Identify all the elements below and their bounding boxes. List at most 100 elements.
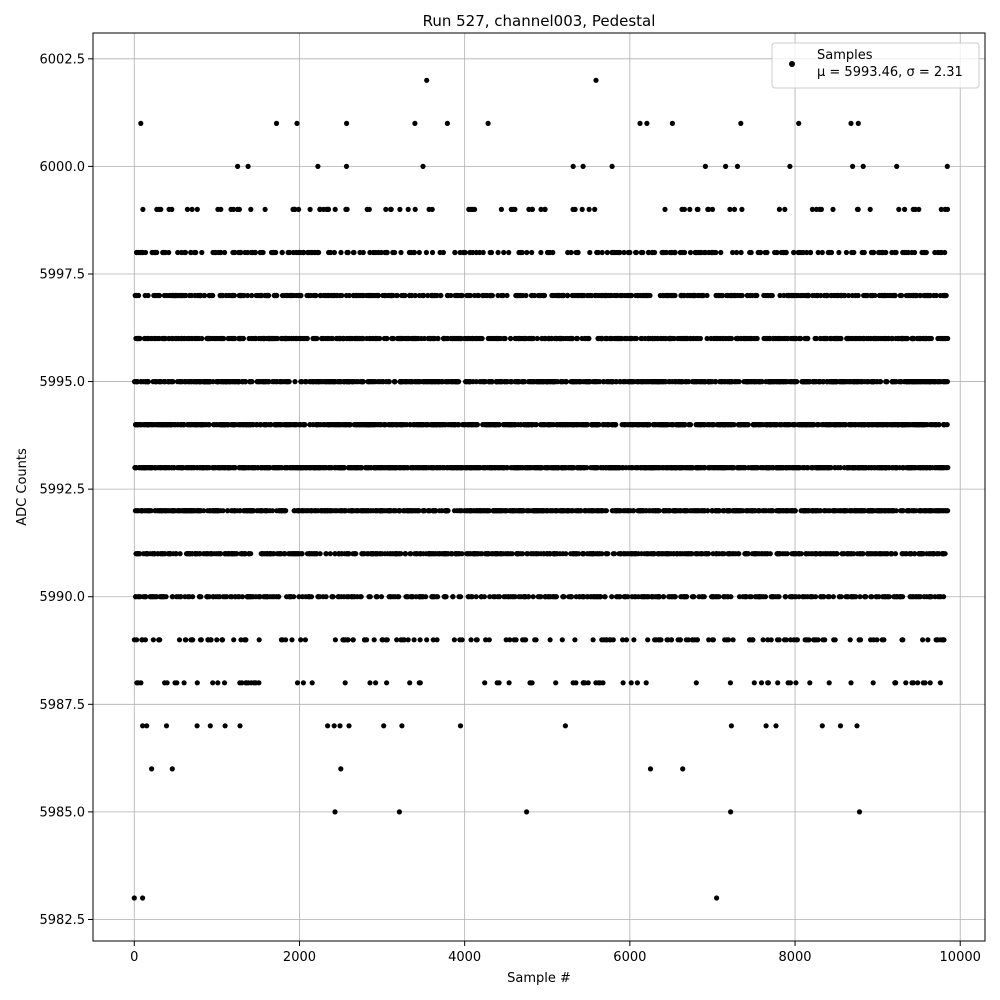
data-point (135, 551, 141, 557)
data-point (269, 594, 275, 600)
data-point (526, 594, 532, 600)
data-point (701, 508, 708, 514)
data-point (497, 551, 503, 557)
data-point (525, 551, 531, 557)
data-point (532, 637, 538, 643)
data-point (620, 637, 626, 643)
data-point (910, 465, 916, 471)
data-point (676, 465, 683, 471)
data-point (559, 637, 565, 643)
data-point (857, 508, 863, 514)
data-point (892, 680, 898, 686)
data-point (193, 422, 199, 428)
data-point (450, 465, 456, 471)
data-point (457, 637, 463, 643)
data-point (897, 594, 903, 600)
data-point (943, 465, 949, 471)
data-point (292, 379, 298, 385)
data-point (879, 465, 885, 471)
data-point (336, 594, 342, 600)
data-point (141, 465, 147, 471)
data-point (450, 422, 456, 428)
data-point (857, 594, 863, 600)
data-point (132, 508, 138, 514)
data-point (939, 551, 945, 557)
data-point (456, 465, 462, 471)
data-point (350, 637, 356, 643)
data-point (487, 594, 493, 600)
data-point (910, 379, 916, 385)
data-point (651, 465, 657, 471)
data-point (451, 508, 458, 514)
data-point (308, 594, 315, 600)
data-point (293, 551, 300, 557)
data-point (748, 465, 754, 471)
data-point (138, 508, 145, 514)
data-point (149, 465, 155, 471)
data-point (780, 465, 787, 471)
data-point (743, 422, 749, 428)
data-point (580, 594, 587, 600)
data-point (678, 508, 684, 514)
data-point (858, 379, 864, 385)
data-point (899, 637, 905, 643)
data-point (423, 465, 429, 471)
data-point (870, 637, 877, 643)
data-point (375, 551, 381, 557)
data-point (474, 637, 480, 643)
data-point (751, 379, 758, 385)
data-point (336, 465, 342, 471)
data-point (853, 508, 859, 514)
data-point (276, 508, 282, 514)
data-point (545, 422, 551, 428)
data-point (527, 680, 534, 686)
data-point (408, 465, 414, 471)
data-point (475, 465, 481, 471)
data-point (568, 594, 574, 600)
data-point (865, 422, 871, 428)
data-point (450, 594, 456, 600)
data-point (412, 379, 418, 385)
data-point (407, 379, 414, 385)
data-point (826, 594, 832, 600)
data-point (570, 422, 577, 428)
data-point (304, 551, 311, 557)
data-point (232, 508, 238, 514)
data-point (141, 422, 147, 428)
data-point (194, 379, 200, 385)
data-point (572, 551, 578, 557)
data-point (693, 551, 699, 557)
data-point (259, 465, 265, 471)
data-point (494, 680, 500, 686)
data-point (760, 637, 766, 643)
data-point (899, 551, 905, 557)
data-point (724, 637, 730, 643)
data-point (629, 551, 635, 557)
data-point (425, 508, 431, 514)
data-point (241, 465, 247, 471)
data-point (245, 594, 251, 600)
data-point (725, 508, 732, 514)
data-point (913, 422, 920, 428)
data-point (484, 465, 491, 471)
data-point (684, 508, 690, 514)
data-point (277, 551, 284, 557)
data-point (131, 637, 137, 643)
data-point (627, 379, 634, 385)
data-point (138, 680, 144, 686)
data-point (774, 465, 780, 471)
data-point (899, 465, 906, 471)
data-point (892, 465, 898, 471)
data-point (570, 379, 576, 385)
data-point (483, 422, 489, 428)
data-point (763, 379, 769, 385)
data-point (644, 594, 650, 600)
data-point (349, 508, 355, 514)
data-point (216, 379, 222, 385)
data-point (506, 680, 512, 686)
data-point (299, 379, 305, 385)
data-point (415, 508, 421, 514)
data-point (594, 508, 600, 514)
data-point (357, 594, 363, 600)
data-point (820, 637, 826, 643)
